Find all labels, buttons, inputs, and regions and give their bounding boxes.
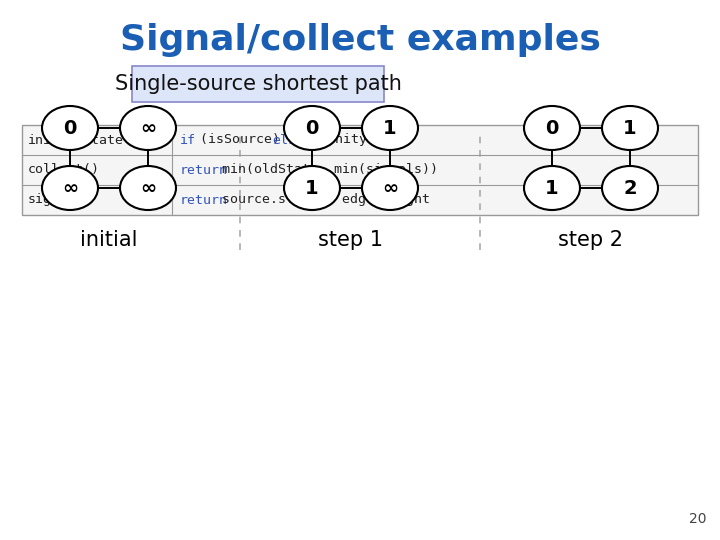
Text: step 2: step 2: [559, 230, 624, 250]
Ellipse shape: [42, 166, 98, 210]
Text: 1: 1: [305, 179, 319, 198]
Ellipse shape: [42, 106, 98, 150]
Text: Signal/collect examples: Signal/collect examples: [120, 23, 600, 57]
Text: 1: 1: [624, 118, 636, 138]
Text: initialState: initialState: [28, 133, 124, 146]
Text: ∞: ∞: [140, 179, 156, 198]
Text: min(oldState, min(signals)): min(oldState, min(signals)): [215, 164, 438, 177]
Text: 0: 0: [305, 118, 319, 138]
Text: collect(): collect(): [28, 164, 100, 177]
Text: source.state + edge.weight: source.state + edge.weight: [215, 193, 431, 206]
Bar: [22, 125, 698, 215]
Text: 0: 0: [545, 118, 559, 138]
Ellipse shape: [362, 106, 418, 150]
Text: ∞: ∞: [62, 179, 78, 198]
Text: infinity: infinity: [295, 133, 367, 146]
Text: return: return: [180, 164, 228, 177]
Text: ∞: ∞: [382, 179, 398, 198]
Text: 0: 0: [63, 118, 77, 138]
Text: 1: 1: [383, 118, 397, 138]
Ellipse shape: [602, 166, 658, 210]
Ellipse shape: [524, 166, 580, 210]
Text: return: return: [180, 193, 228, 206]
Text: ∞: ∞: [140, 118, 156, 138]
Ellipse shape: [524, 106, 580, 150]
Text: 1: 1: [545, 179, 559, 198]
Text: Single-source shortest path: Single-source shortest path: [114, 74, 402, 94]
Text: (isSource) 0: (isSource) 0: [192, 133, 304, 146]
Text: initial: initial: [80, 230, 138, 250]
Text: else: else: [272, 133, 304, 146]
Text: 20: 20: [688, 512, 706, 526]
FancyBboxPatch shape: [132, 66, 384, 102]
Ellipse shape: [120, 166, 176, 210]
Ellipse shape: [284, 166, 340, 210]
Text: 2: 2: [624, 179, 636, 198]
Ellipse shape: [602, 106, 658, 150]
Text: signal(): signal(): [28, 193, 92, 206]
Ellipse shape: [284, 106, 340, 150]
Text: step 1: step 1: [318, 230, 384, 250]
Ellipse shape: [120, 106, 176, 150]
Ellipse shape: [362, 166, 418, 210]
Text: if: if: [180, 133, 196, 146]
